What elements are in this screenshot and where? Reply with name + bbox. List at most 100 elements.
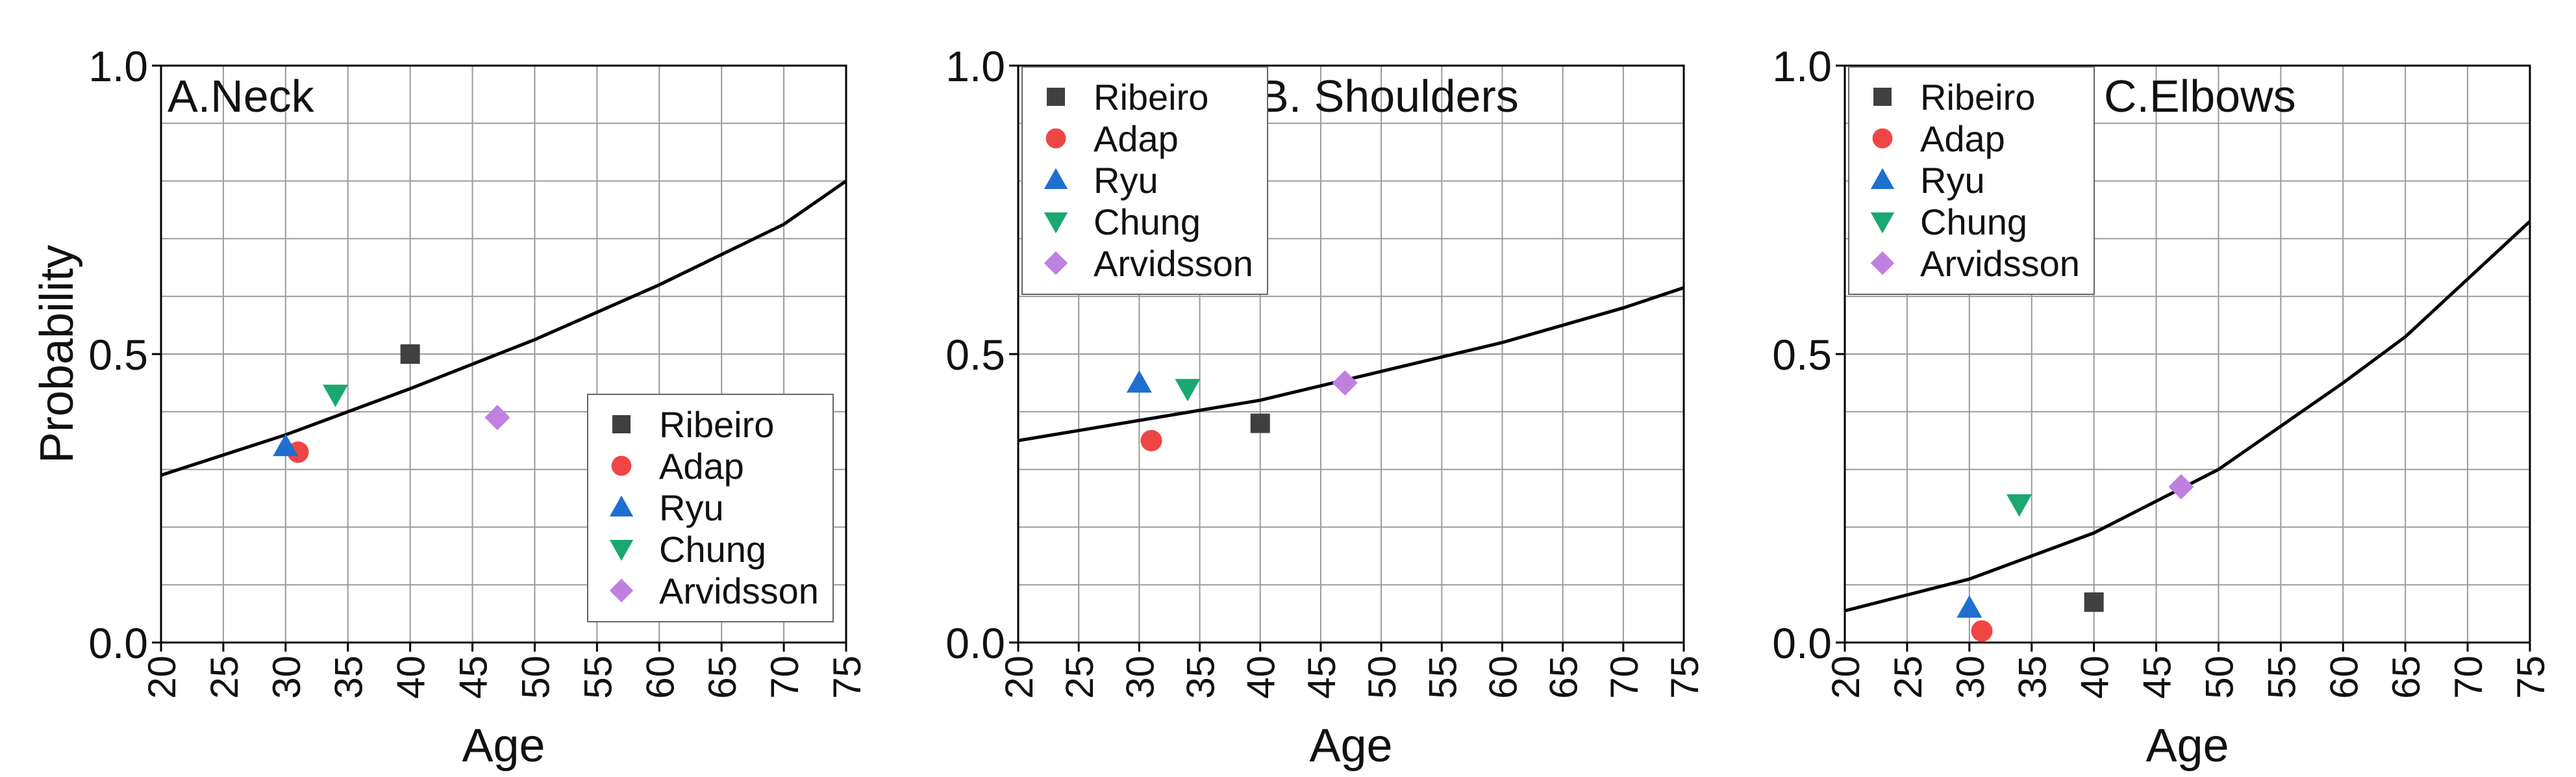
y-tick-label: 0.0 <box>88 619 148 667</box>
marker <box>609 495 634 516</box>
x-tick-label: 55 <box>2260 656 2303 699</box>
x-tick-label: 65 <box>2384 656 2428 699</box>
legend-label: Adap <box>1920 118 2005 159</box>
x-tick-label: 25 <box>1886 656 1930 699</box>
legend-label: Adap <box>1094 118 1179 159</box>
marker <box>1870 168 1895 189</box>
legend-label: Chung <box>1094 201 1201 242</box>
legend-label: Ryu <box>659 487 724 528</box>
x-tick-label: 45 <box>1300 656 1344 699</box>
panel-title: C.Elbows <box>2104 71 2296 121</box>
x-tick-label: 65 <box>701 656 744 699</box>
marker <box>1971 620 1993 642</box>
x-tick-label: 40 <box>390 656 433 699</box>
marker <box>1175 379 1201 401</box>
marker <box>609 578 634 603</box>
x-axis-label: Age <box>462 720 545 772</box>
x-tick-label: 25 <box>203 656 246 699</box>
legend-label: Ribeiro <box>1094 77 1208 118</box>
x-tick-label: 25 <box>1058 656 1101 699</box>
marker <box>1870 212 1895 234</box>
marker <box>1140 429 1162 452</box>
marker <box>1957 595 1982 618</box>
legend-label: Arvidsson <box>659 570 819 611</box>
marker <box>609 540 634 561</box>
marker <box>1873 88 1892 106</box>
marker <box>1044 168 1068 189</box>
y-tick-label: 1.0 <box>88 42 148 90</box>
x-tick-label: 55 <box>576 656 619 699</box>
x-tick-label: 75 <box>1663 656 1707 699</box>
x-tick-label: 35 <box>1179 656 1223 699</box>
marker <box>2084 592 2104 612</box>
x-tick-label: 60 <box>638 656 682 699</box>
x-tick-label: 60 <box>1481 656 1525 699</box>
y-tick-label: 0.5 <box>945 331 1005 379</box>
marker <box>1044 212 1068 234</box>
y-tick-label: 1.0 <box>945 42 1005 90</box>
marker <box>323 385 349 407</box>
x-tick-label: 20 <box>140 656 184 699</box>
x-tick-label: 30 <box>1949 656 1992 699</box>
marker <box>273 433 299 457</box>
y-tick-label: 0.5 <box>1772 331 1832 379</box>
x-tick-label: 60 <box>2322 656 2366 699</box>
x-tick-label: 35 <box>327 656 371 699</box>
marker <box>1250 413 1270 433</box>
marker <box>1044 251 1068 275</box>
marker <box>611 455 632 476</box>
x-tick-label: 30 <box>1118 656 1162 699</box>
legend-label: Ryu <box>1094 160 1158 201</box>
marker <box>484 405 510 431</box>
x-tick-label: 70 <box>1603 656 1646 699</box>
x-tick-label: 45 <box>2136 656 2179 699</box>
marker <box>1045 128 1066 149</box>
marker <box>1047 88 1065 106</box>
x-tick-label: 70 <box>2447 656 2490 699</box>
fit-curve <box>1018 286 1684 442</box>
marker <box>1126 370 1152 393</box>
x-tick-label: 40 <box>2073 656 2117 699</box>
x-tick-label: 70 <box>763 656 807 699</box>
x-tick-label: 20 <box>997 656 1041 699</box>
x-tick-label: 75 <box>2509 656 2553 699</box>
legend-label: Arvidsson <box>1094 243 1253 284</box>
x-tick-label: 50 <box>1360 656 1404 699</box>
legend-label: Ribeiro <box>659 404 774 445</box>
x-tick-label: 50 <box>514 656 557 699</box>
panel: 0.0 0.5 1.0 20 25 30 35 40 45 50 55 60 65 70 75 Age B. S… <box>945 42 1707 772</box>
panel: 0.0 0.5 1.0 20 25 30 35 40 45 50 55 60 65 70 75 Age C.El… <box>1772 42 2553 772</box>
panel: 0.0 0.5 1.0 20 25 30 35 40 45 50 55 60 65 70 75 Age Prob… <box>31 42 869 772</box>
marker <box>2168 474 2194 500</box>
legend-label: Chung <box>659 529 766 570</box>
marker <box>1332 370 1358 396</box>
y-tick-label: 0.5 <box>88 331 148 379</box>
y-tick-label: 0.0 <box>945 619 1005 667</box>
x-tick-label: 75 <box>825 656 869 699</box>
x-tick-label: 55 <box>1421 656 1464 699</box>
x-tick-label: 35 <box>2011 656 2055 699</box>
fit-curve <box>1845 220 2530 613</box>
marker <box>400 344 420 364</box>
x-tick-label: 65 <box>1542 656 1586 699</box>
marker <box>1872 128 1893 149</box>
y-tick-label: 1.0 <box>1772 42 1832 90</box>
x-axis-label: Age <box>2145 720 2229 772</box>
legend-label: Chung <box>1920 201 2027 242</box>
x-tick-label: 45 <box>452 656 495 699</box>
x-tick-label: 50 <box>2197 656 2241 699</box>
panel-title: A.Neck <box>168 71 315 121</box>
legend-label: Arvidsson <box>1920 243 2080 284</box>
marker <box>1870 251 1895 275</box>
y-tick-label: 0.0 <box>1772 619 1832 667</box>
legend-label: Ribeiro <box>1920 77 2035 118</box>
x-axis-label: Age <box>1309 720 1392 772</box>
marker <box>612 415 631 433</box>
legend-label: Adap <box>659 446 744 487</box>
panel-title: B. Shoulders <box>1258 71 1519 121</box>
x-tick-label: 30 <box>265 656 308 699</box>
